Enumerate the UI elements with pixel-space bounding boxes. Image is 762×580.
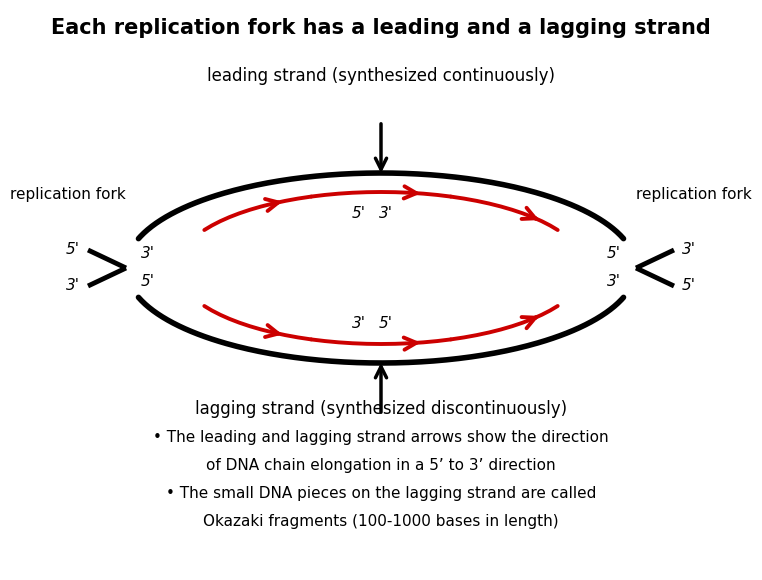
Text: Each replication fork has a leading and a lagging strand: Each replication fork has a leading and … — [51, 18, 711, 38]
Text: 5': 5' — [66, 242, 80, 258]
Text: 3': 3' — [379, 205, 393, 220]
Text: 3': 3' — [66, 278, 80, 293]
Text: lagging strand (synthesized discontinuously): lagging strand (synthesized discontinuou… — [195, 400, 567, 418]
Text: 5': 5' — [379, 316, 393, 331]
Text: • The leading and lagging strand arrows show the direction: • The leading and lagging strand arrows … — [153, 430, 609, 445]
Text: of DNA chain elongation in a 5’ to 3’ direction: of DNA chain elongation in a 5’ to 3’ di… — [207, 458, 555, 473]
Text: 3': 3' — [352, 316, 366, 331]
Text: 5': 5' — [352, 205, 366, 220]
Text: leading strand (synthesized continuously): leading strand (synthesized continuously… — [207, 67, 555, 85]
Text: replication fork: replication fork — [10, 187, 126, 202]
Text: 5': 5' — [141, 274, 155, 289]
Text: Okazaki fragments (100-1000 bases in length): Okazaki fragments (100-1000 bases in len… — [203, 514, 559, 529]
Text: 3': 3' — [607, 274, 621, 289]
Text: replication fork: replication fork — [636, 187, 752, 202]
Text: 3': 3' — [682, 242, 696, 258]
Text: 5': 5' — [607, 246, 621, 262]
Text: 3': 3' — [141, 246, 155, 262]
Text: • The small DNA pieces on the lagging strand are called: • The small DNA pieces on the lagging st… — [166, 486, 596, 501]
Text: 5': 5' — [682, 278, 696, 293]
